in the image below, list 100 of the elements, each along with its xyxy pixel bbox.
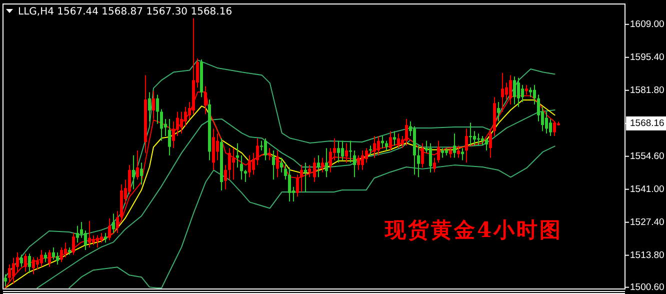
candlestick xyxy=(132,154,136,190)
candlestick xyxy=(488,128,492,158)
candlestick xyxy=(172,120,176,149)
candlestick xyxy=(324,148,328,178)
candlestick xyxy=(372,135,376,158)
y-tick-label: 1513.80 xyxy=(630,250,664,261)
candlestick xyxy=(436,140,440,164)
candlestick xyxy=(404,118,408,146)
candlestick xyxy=(128,164,132,195)
candlestick xyxy=(300,164,304,192)
candlestick xyxy=(308,164,312,178)
candlestick xyxy=(72,232,76,256)
candlestick xyxy=(236,142,240,168)
candlestick xyxy=(40,249,44,268)
candlestick xyxy=(356,154,360,170)
candlestick xyxy=(16,252,20,272)
candlestick xyxy=(420,142,424,168)
candlestick xyxy=(548,118,552,136)
candlestick xyxy=(20,254,24,268)
candlestick xyxy=(364,148,368,164)
y-tick-label: 1595.40 xyxy=(630,52,664,63)
candlestick xyxy=(268,148,272,161)
candlestick xyxy=(108,218,112,241)
candlestick xyxy=(148,92,152,122)
candlestick xyxy=(532,84,536,105)
candlestick xyxy=(472,130,476,146)
candlestick xyxy=(36,256,40,270)
candlestick xyxy=(160,108,164,142)
candlestick xyxy=(512,76,516,105)
chart-title: LLG,H4 1567.44 1568.87 1567.30 1568.16 xyxy=(18,6,232,18)
candlestick xyxy=(396,133,400,149)
candlestick xyxy=(428,142,432,173)
candlestick xyxy=(536,94,540,122)
candlestick xyxy=(528,86,532,98)
candlestick xyxy=(304,162,308,192)
candlestick xyxy=(376,135,380,156)
candlestick xyxy=(296,174,300,198)
candlestick xyxy=(440,148,444,158)
candlestick xyxy=(496,101,500,122)
y-tick-label: 1554.60 xyxy=(630,150,664,162)
candlestick xyxy=(432,157,436,173)
candlestick xyxy=(336,140,340,164)
annotation: 1568.16 xyxy=(630,118,664,129)
candlestick xyxy=(168,118,172,156)
candlestick xyxy=(28,253,32,274)
candlestick xyxy=(88,220,92,248)
candlestick xyxy=(44,252,48,263)
candlestick xyxy=(288,166,292,202)
candlestick xyxy=(232,148,236,180)
candlestick xyxy=(136,150,140,180)
candlestick xyxy=(340,140,344,161)
candlestick xyxy=(520,84,524,102)
candlestick xyxy=(180,111,184,134)
candlestick xyxy=(92,234,96,246)
y-tick-label: 1581.80 xyxy=(630,84,664,96)
candlestick xyxy=(276,150,280,178)
candlestick xyxy=(228,148,232,180)
candlestick xyxy=(156,94,160,124)
candlestick xyxy=(224,164,228,190)
candlestick xyxy=(48,249,52,268)
candlestick xyxy=(384,140,388,151)
candlestick xyxy=(140,162,144,185)
candlestick xyxy=(60,247,64,263)
candlestick xyxy=(184,106,188,127)
candlestick xyxy=(464,128,468,164)
candlestick xyxy=(460,148,464,161)
candlestick xyxy=(312,157,316,183)
y-tick-label: 1609.00 xyxy=(630,18,664,30)
candlestick xyxy=(456,145,460,158)
candlestick xyxy=(52,247,56,260)
candlestick xyxy=(116,210,120,234)
candlestick xyxy=(452,133,456,158)
candlestick xyxy=(388,130,392,151)
candlestick xyxy=(84,230,88,250)
candlestick xyxy=(480,135,484,146)
y-tick-label: 1541.00 xyxy=(630,184,664,195)
candlestick xyxy=(76,225,80,244)
candlestick xyxy=(360,150,364,170)
annotation: 现货黄金4小时图 xyxy=(384,217,563,242)
candlestick xyxy=(264,138,268,161)
candlestick xyxy=(392,130,396,146)
y-tick-label: 1527.40 xyxy=(630,216,664,228)
candlestick xyxy=(32,256,36,275)
candlestick xyxy=(448,148,452,158)
candlestick xyxy=(328,148,332,173)
y-tick-label: 1500.60 xyxy=(630,282,664,293)
candlestick xyxy=(352,150,356,178)
candlestick xyxy=(8,264,12,282)
candlestick xyxy=(272,150,276,180)
candlestick xyxy=(216,133,220,161)
candlestick xyxy=(416,145,420,178)
candlestick xyxy=(240,154,244,180)
candlestick xyxy=(24,253,28,272)
candlestick xyxy=(280,157,284,173)
candlestick xyxy=(344,142,348,164)
candlestick xyxy=(100,232,104,244)
candlestick xyxy=(112,213,116,234)
candlestick xyxy=(484,138,488,151)
candlestick xyxy=(12,257,16,284)
candlestick xyxy=(248,154,252,178)
